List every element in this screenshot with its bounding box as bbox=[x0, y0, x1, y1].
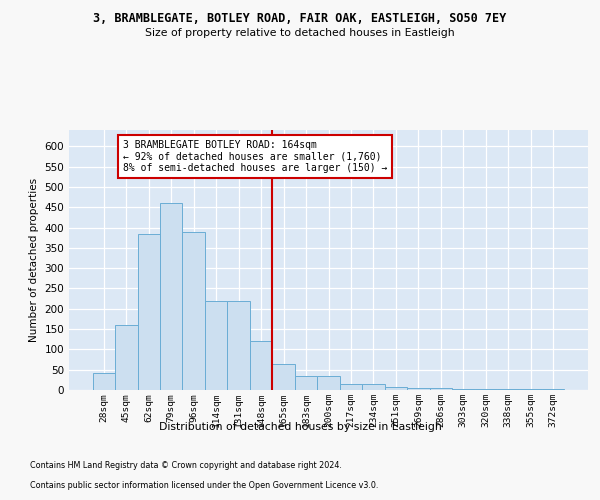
Bar bbox=[160, 203, 182, 390]
Text: Contains public sector information licensed under the Open Government Licence v3: Contains public sector information licen… bbox=[30, 481, 379, 490]
Bar bbox=[205, 302, 227, 390]
Bar bbox=[227, 302, 250, 390]
Text: 3 BRAMBLEGATE BOTLEY ROAD: 164sqm
← 92% of detached houses are smaller (1,760)
8: 3 BRAMBLEGATE BOTLEY ROAD: 164sqm ← 92% … bbox=[123, 140, 387, 173]
Bar bbox=[182, 232, 205, 390]
Bar bbox=[317, 376, 340, 390]
Bar bbox=[340, 384, 362, 390]
Bar bbox=[137, 234, 160, 390]
Bar bbox=[407, 388, 430, 390]
Bar bbox=[385, 387, 407, 390]
Bar bbox=[272, 364, 295, 390]
Text: Contains HM Land Registry data © Crown copyright and database right 2024.: Contains HM Land Registry data © Crown c… bbox=[30, 461, 342, 470]
Bar bbox=[497, 389, 520, 390]
Bar bbox=[115, 325, 137, 390]
Bar bbox=[295, 376, 317, 390]
Bar bbox=[92, 373, 115, 390]
Text: Distribution of detached houses by size in Eastleigh: Distribution of detached houses by size … bbox=[158, 422, 442, 432]
Bar bbox=[452, 389, 475, 390]
Bar bbox=[250, 341, 272, 390]
Bar bbox=[520, 389, 542, 390]
Text: 3, BRAMBLEGATE, BOTLEY ROAD, FAIR OAK, EASTLEIGH, SO50 7EY: 3, BRAMBLEGATE, BOTLEY ROAD, FAIR OAK, E… bbox=[94, 12, 506, 26]
Bar bbox=[430, 388, 452, 390]
Y-axis label: Number of detached properties: Number of detached properties bbox=[29, 178, 39, 342]
Bar bbox=[542, 389, 565, 390]
Text: Size of property relative to detached houses in Eastleigh: Size of property relative to detached ho… bbox=[145, 28, 455, 38]
Bar bbox=[362, 384, 385, 390]
Bar bbox=[475, 389, 497, 390]
